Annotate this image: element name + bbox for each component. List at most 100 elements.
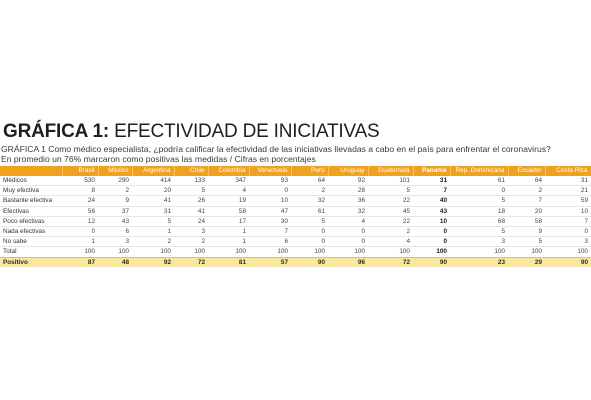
- table-cell: 2: [174, 236, 208, 248]
- column-header: Panamá: [413, 166, 451, 176]
- table-cell: 93: [249, 176, 291, 187]
- chart-title-text: EFECTIVIDAD DE INICIATIVAS: [109, 121, 380, 142]
- table-cell: 1: [62, 236, 98, 248]
- table-row: Nada efectivas 0 6 1 3 1 7 0 0 2 0 5 9 0: [0, 226, 591, 238]
- column-header: Perú: [291, 166, 329, 176]
- table-cell: 0: [249, 185, 291, 197]
- table-cell: 5: [450, 195, 508, 207]
- table-cell: 2: [98, 185, 132, 197]
- row-label: Poco efectivas: [0, 216, 62, 228]
- column-header: Brasil: [62, 166, 99, 176]
- table-cell: 530: [62, 176, 98, 187]
- table-header-row: Brasil México Argentina Chile Colombia Venezu…: [0, 166, 591, 176]
- row-label: Nada efectivas: [0, 226, 62, 238]
- table-cell: 31: [413, 176, 450, 187]
- table-cell: 5: [291, 216, 328, 228]
- table-cell: 4: [328, 216, 368, 228]
- table-cell: 58: [508, 216, 545, 228]
- table-cell: 100: [249, 246, 291, 258]
- table-cell: 5: [450, 226, 508, 238]
- column-header: Costa Rica: [545, 166, 591, 176]
- table-cell: 3: [450, 236, 508, 248]
- table-cell: 3: [545, 236, 591, 248]
- table-cell: 2: [368, 226, 413, 238]
- table-cell: 414: [132, 176, 174, 187]
- table-cell: 100: [450, 246, 508, 258]
- table-cell: 100: [291, 246, 328, 258]
- table-cell: 100: [208, 246, 249, 258]
- table-cell: 5: [508, 236, 545, 248]
- column-header: Rep. Dominicana: [450, 166, 509, 176]
- table-cell: 100: [413, 246, 450, 258]
- table-row: Muy efectiva 8 2 20 5 4 0 2 28 5 7 0 2 21: [0, 185, 591, 197]
- table-cell: 9: [508, 226, 545, 238]
- table-cell: 20: [132, 185, 174, 197]
- table-cell: 101: [368, 176, 413, 187]
- table-cell: 0: [328, 236, 368, 248]
- table-cell: 43: [98, 216, 132, 228]
- table-row: Bastante efectiva 24 9 41 26 19 10 32 36 22 40 5 7 59: [0, 195, 591, 207]
- table-cell: 100: [328, 246, 368, 258]
- table-row: Positivo 87 48 92 72 81 57 90 96 72 90 23 29 90: [0, 257, 591, 267]
- table-cell: 96: [328, 257, 368, 267]
- table-cell: 290: [98, 176, 132, 187]
- row-label: Médicos: [0, 176, 62, 187]
- table-cell: 0: [62, 226, 98, 238]
- chart-subtitle: En promedio un 76% marcaron como positiv…: [1, 154, 316, 164]
- table-cell: 0: [450, 185, 508, 197]
- row-label: Total: [0, 246, 62, 258]
- table-cell: 10: [413, 216, 450, 228]
- table-row: No sabe 1 3 2 2 1 6 0 0 4 0 3 5 3: [0, 236, 591, 248]
- table-cell: 100: [368, 246, 413, 258]
- row-label: Bastante efectiva: [0, 195, 62, 207]
- table-cell: 29: [508, 257, 545, 267]
- table-cell: 90: [291, 257, 328, 267]
- table-cell: 0: [413, 236, 450, 248]
- table-cell: 10: [249, 195, 291, 207]
- table-cell: 48: [98, 257, 132, 267]
- table-cell: 100: [545, 246, 591, 258]
- table-cell: 9: [98, 195, 132, 207]
- table-cell: 2: [132, 236, 174, 248]
- table-cell: 64: [508, 176, 545, 187]
- table-cell: 1: [208, 236, 249, 248]
- table-cell: 19: [208, 195, 249, 207]
- row-label: Muy efectiva: [0, 185, 62, 197]
- table-cell: 8: [62, 185, 98, 197]
- table-cell: 1: [208, 226, 249, 238]
- table-cell: 72: [174, 257, 208, 267]
- table-cell: 22: [368, 195, 413, 207]
- table-row: Médicos 530 290 414 133 347 93 64 92 101 31 61 64 31: [0, 176, 591, 187]
- table-cell: 0: [328, 226, 368, 238]
- table-cell: 30: [249, 216, 291, 228]
- header-stub: [0, 166, 63, 176]
- table-cell: 37: [98, 206, 132, 217]
- table-cell: 18: [450, 206, 508, 217]
- column-header: Venezuela: [249, 166, 292, 176]
- table-cell: 5: [368, 185, 413, 197]
- table-cell: 7: [249, 226, 291, 238]
- table-cell: 58: [208, 206, 249, 217]
- table-body: Médicos 530 290 414 133 347 93 64 92 101 31 61 64 31 M…: [0, 176, 591, 267]
- table-cell: 6: [98, 226, 132, 238]
- table-cell: 92: [328, 176, 368, 187]
- column-header: Uruguay: [328, 166, 369, 176]
- table-cell: 47: [249, 206, 291, 217]
- table-cell: 43: [413, 206, 450, 217]
- table-cell: 347: [208, 176, 249, 187]
- row-label: Positivo: [0, 257, 62, 267]
- table-cell: 4: [208, 185, 249, 197]
- table-cell: 7: [545, 216, 591, 228]
- table-cell: 7: [508, 195, 545, 207]
- table-cell: 5: [174, 185, 208, 197]
- table-cell: 21: [545, 185, 591, 197]
- column-header: Colombia: [208, 166, 250, 176]
- effectiveness-table: Brasil México Argentina Chile Colombia Venezu…: [0, 166, 591, 267]
- table-cell: 92: [132, 257, 174, 267]
- table-cell: 17: [208, 216, 249, 228]
- table-row: Poco efectivas 12 43 5 24 17 30 5 4 22 10 68 58 7: [0, 216, 591, 228]
- table-cell: 61: [450, 176, 508, 187]
- table-cell: 100: [174, 246, 208, 258]
- table-cell: 24: [174, 216, 208, 228]
- table-cell: 100: [508, 246, 545, 258]
